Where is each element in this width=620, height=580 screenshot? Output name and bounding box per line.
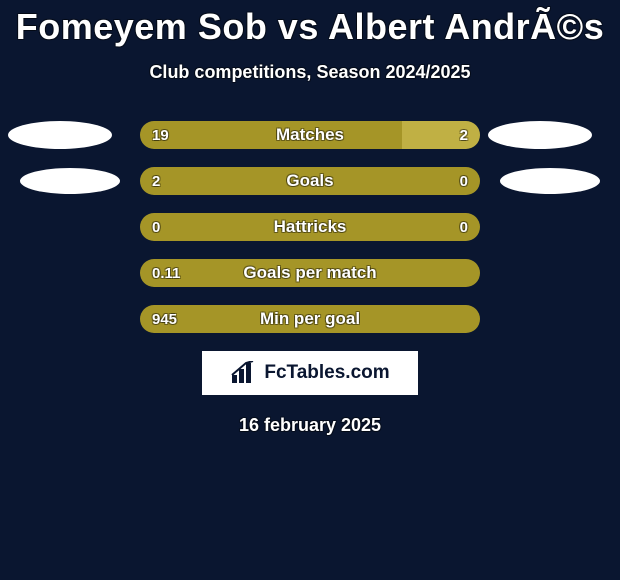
- stat-bar-right: [402, 121, 480, 149]
- stat-bar-left: [140, 167, 480, 195]
- page-subtitle: Club competitions, Season 2024/2025: [0, 62, 620, 83]
- bars-icon: [230, 361, 258, 385]
- stat-row: Goals per match0.11: [0, 259, 620, 287]
- date-label: 16 february 2025: [0, 415, 620, 436]
- stat-row: Min per goal945: [0, 305, 620, 333]
- left-player-ellipse: [20, 168, 120, 194]
- logo-text: FcTables.com: [264, 362, 389, 384]
- stat-bar-left: [140, 121, 402, 149]
- stat-bar-left: [140, 305, 480, 333]
- stat-bar: Min per goal945: [140, 305, 480, 333]
- left-player-ellipse: [8, 121, 112, 149]
- stat-row: Hattricks00: [0, 213, 620, 241]
- right-player-ellipse: [500, 168, 600, 194]
- stats-container: Matches192 Goals20 Hattricks00 Goals per ma…: [0, 121, 620, 333]
- stat-bar: Goals per match0.11: [140, 259, 480, 287]
- stat-bar-left: [140, 213, 480, 241]
- stat-row: Goals20: [0, 167, 620, 195]
- stat-bar: Hattricks00: [140, 213, 480, 241]
- stat-bar: Goals20: [140, 167, 480, 195]
- fctables-logo: FcTables.com: [202, 351, 418, 395]
- page-title: Fomeyem Sob vs Albert AndrÃ©s: [0, 0, 620, 48]
- right-player-ellipse: [488, 121, 592, 149]
- stat-bar-left: [140, 259, 480, 287]
- stat-bar: Matches192: [140, 121, 480, 149]
- stat-row: Matches192: [0, 121, 620, 149]
